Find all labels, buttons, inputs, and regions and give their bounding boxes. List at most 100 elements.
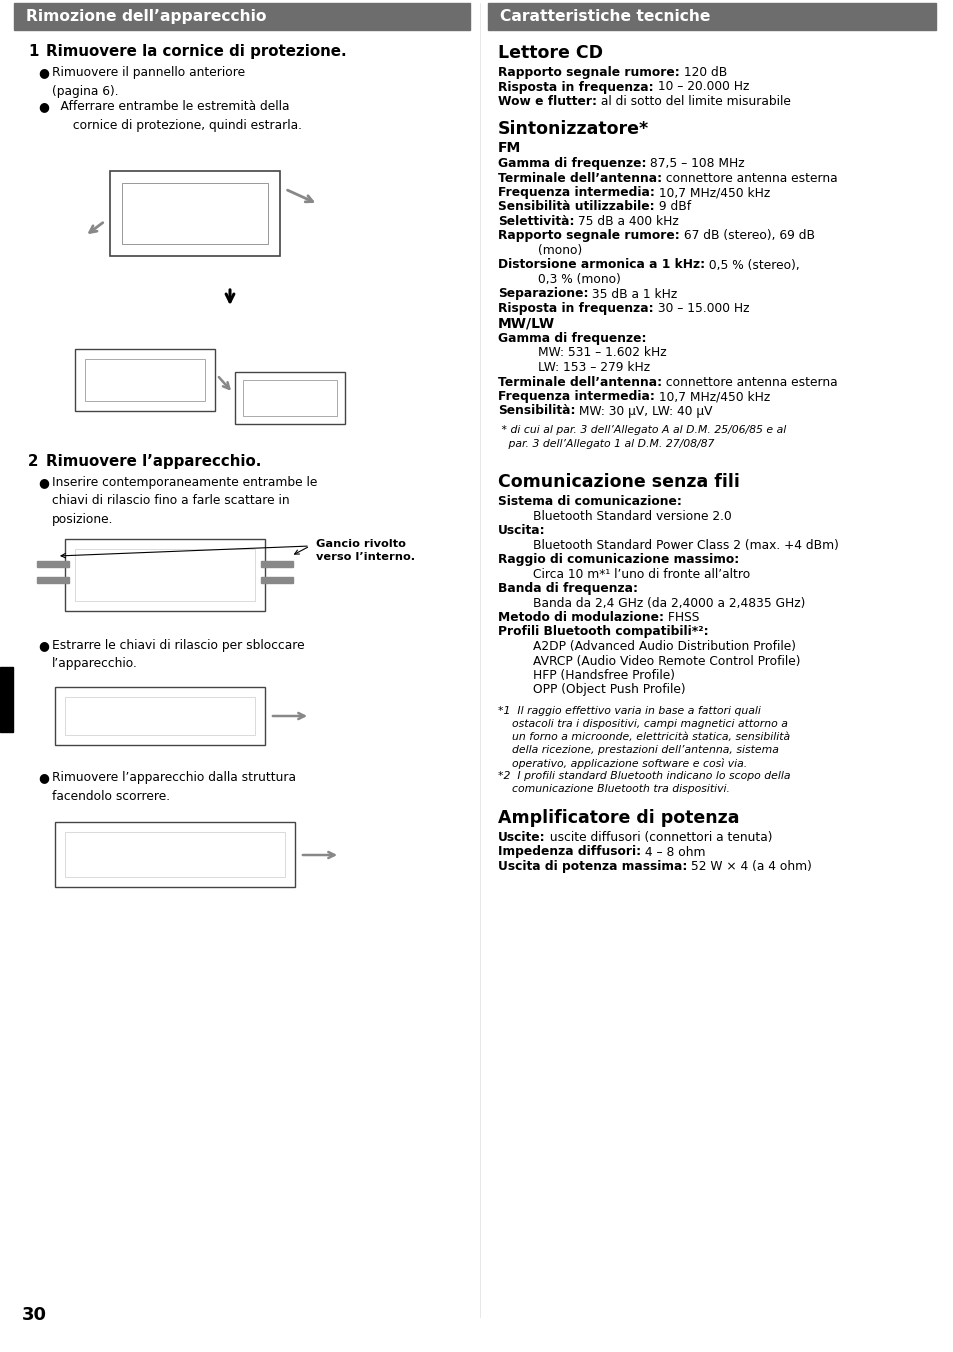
Text: Comunicazione senza fili: Comunicazione senza fili (497, 473, 740, 491)
Bar (55, 687, 265, 745)
Text: MW: 531 – 1.602 kHz: MW: 531 – 1.602 kHz (537, 346, 666, 360)
Text: Sensibilità:: Sensibilità: (497, 404, 575, 418)
Text: della ricezione, prestazioni dell’antenna, sistema: della ricezione, prestazioni dell’antenn… (497, 745, 778, 754)
Text: Caratteristiche tecniche: Caratteristiche tecniche (499, 9, 710, 24)
Text: 1: 1 (28, 45, 38, 59)
Text: Rimuovere il pannello anteriore
(pagina 6).: Rimuovere il pannello anteriore (pagina … (52, 66, 245, 97)
Text: Rimuovere l’apparecchio dalla struttura
facendolo scorrere.: Rimuovere l’apparecchio dalla struttura … (52, 771, 295, 803)
Text: HFP (Handsfree Profile): HFP (Handsfree Profile) (533, 669, 675, 681)
Text: un forno a microonde, elettricità statica, sensibilità: un forno a microonde, elettricità static… (497, 731, 789, 742)
Text: 52 W × 4 (a 4 ohm): 52 W × 4 (a 4 ohm) (687, 860, 811, 873)
Text: 9 dBf: 9 dBf (654, 200, 690, 214)
Text: Raggio di comunicazione massimo:: Raggio di comunicazione massimo: (497, 553, 739, 566)
Bar (65, 698, 254, 735)
Text: 0,3 % (mono): 0,3 % (mono) (537, 273, 620, 287)
Text: Sintonizzatore*: Sintonizzatore* (497, 119, 649, 138)
Bar (0, 667, 13, 731)
Text: Circa 10 m*¹ l’uno di fronte all’altro: Circa 10 m*¹ l’uno di fronte all’altro (533, 568, 749, 580)
Text: uscite diffusori (connettori a tenuta): uscite diffusori (connettori a tenuta) (545, 831, 771, 844)
Text: 0,5 % (stereo),: 0,5 % (stereo), (704, 258, 799, 272)
Text: Rimozione dell’apparecchio: Rimozione dell’apparecchio (26, 9, 266, 24)
Bar (65, 831, 285, 877)
Bar (243, 380, 336, 416)
Text: Bluetooth Standard Power Class 2 (max. +4 dBm): Bluetooth Standard Power Class 2 (max. +… (533, 538, 838, 552)
Text: Inserire contemporaneamente entrambe le
chiavi di rilascio fino a farle scattare: Inserire contemporaneamente entrambe le … (52, 476, 317, 526)
Text: ●: ● (38, 100, 49, 114)
Text: Gamma di frequenze:: Gamma di frequenze: (497, 157, 646, 170)
Text: MW: 30 μV, LW: 40 μV: MW: 30 μV, LW: 40 μV (575, 404, 712, 418)
Text: * di cui al par. 3 dell’Allegato A al D.M. 25/06/85 e al
   par. 3 dell’Allegato: * di cui al par. 3 dell’Allegato A al D.… (497, 425, 785, 449)
Bar (261, 561, 293, 566)
Text: Rimuovere l’apparecchio.: Rimuovere l’apparecchio. (46, 454, 261, 469)
Bar (261, 577, 293, 583)
Text: Lettore CD: Lettore CD (497, 45, 602, 62)
Text: Rimuovere la cornice di protezione.: Rimuovere la cornice di protezione. (46, 45, 346, 59)
Text: 30: 30 (22, 1306, 47, 1324)
Text: ●: ● (38, 66, 49, 78)
Text: Terminale dell’antenna:: Terminale dell’antenna: (497, 376, 661, 388)
Text: ●: ● (38, 476, 49, 489)
Text: Afferrare entrambe le estremità della
         cornice di protezione, quindi est: Afferrare entrambe le estremità della co… (38, 100, 302, 131)
Text: Risposta in frequenza:: Risposta in frequenza: (497, 81, 653, 93)
Text: ●: ● (38, 771, 49, 784)
Text: Rapporto segnale rumore:: Rapporto segnale rumore: (497, 230, 679, 242)
Bar (37, 577, 69, 583)
Text: Distorsione armonica a 1 kHz:: Distorsione armonica a 1 kHz: (497, 258, 704, 272)
Bar (75, 549, 254, 602)
Text: comunicazione Bluetooth tra dispositivi.: comunicazione Bluetooth tra dispositivi. (497, 784, 729, 794)
Text: 10 – 20.000 Hz: 10 – 20.000 Hz (653, 81, 748, 93)
Bar (75, 349, 214, 411)
Bar (234, 372, 345, 425)
Text: 2: 2 (28, 454, 38, 469)
Text: Selettività:: Selettività: (497, 215, 574, 228)
Text: (mono): (mono) (537, 243, 581, 257)
Text: connettore antenna esterna: connettore antenna esterna (661, 172, 837, 184)
Text: Separazione:: Separazione: (497, 288, 588, 300)
Text: Uscita di potenza massima:: Uscita di potenza massima: (497, 860, 687, 873)
Text: Rapporto segnale rumore:: Rapporto segnale rumore: (497, 66, 679, 78)
Text: 10,7 MHz/450 kHz: 10,7 MHz/450 kHz (654, 187, 769, 199)
Bar (85, 360, 205, 402)
Text: 87,5 – 108 MHz: 87,5 – 108 MHz (646, 157, 744, 170)
Text: *1  Il raggio effettivo varia in base a fattori quali: *1 Il raggio effettivo varia in base a f… (497, 706, 760, 717)
Text: LW: 153 – 279 kHz: LW: 153 – 279 kHz (537, 361, 649, 375)
Text: FHSS: FHSS (663, 611, 699, 625)
Text: connettore antenna esterna: connettore antenna esterna (661, 376, 837, 388)
Text: Gancio rivolto
verso l’interno.: Gancio rivolto verso l’interno. (315, 539, 415, 562)
Text: 4 – 8 ohm: 4 – 8 ohm (640, 845, 705, 859)
Text: 35 dB a 1 kHz: 35 dB a 1 kHz (588, 288, 677, 300)
Text: Uscita:: Uscita: (497, 525, 545, 537)
Text: Estrarre le chiavi di rilascio per sbloccare
l’apparecchio.: Estrarre le chiavi di rilascio per sbloc… (52, 639, 304, 671)
Bar (122, 183, 268, 243)
Text: ●: ● (38, 639, 49, 652)
Bar (488, 3, 935, 30)
Text: Sistema di comunicazione:: Sistema di comunicazione: (497, 495, 681, 508)
Text: operativo, applicazione software e così via.: operativo, applicazione software e così … (497, 758, 746, 769)
Bar (37, 561, 69, 566)
Text: Gamma di frequenze:: Gamma di frequenze: (497, 333, 646, 345)
Text: 30 – 15.000 Hz: 30 – 15.000 Hz (653, 301, 748, 315)
Text: A2DP (Advanced Audio Distribution Profile): A2DP (Advanced Audio Distribution Profil… (533, 639, 795, 653)
Text: Uscite:: Uscite: (497, 831, 545, 844)
Text: Metodo di modulazione:: Metodo di modulazione: (497, 611, 663, 625)
Text: Bluetooth Standard versione 2.0: Bluetooth Standard versione 2.0 (533, 510, 731, 522)
Text: ostacoli tra i dispositivi, campi magnetici attorno a: ostacoli tra i dispositivi, campi magnet… (497, 719, 787, 729)
Text: OPP (Object Push Profile): OPP (Object Push Profile) (533, 684, 685, 696)
Text: Terminale dell’antenna:: Terminale dell’antenna: (497, 172, 661, 184)
Text: Risposta in frequenza:: Risposta in frequenza: (497, 301, 653, 315)
Text: Profili Bluetooth compatibili*²:: Profili Bluetooth compatibili*²: (497, 626, 708, 638)
Text: 67 dB (stereo), 69 dB: 67 dB (stereo), 69 dB (679, 230, 814, 242)
Text: Wow e flutter:: Wow e flutter: (497, 95, 597, 108)
Text: Banda di frequenza:: Banda di frequenza: (497, 581, 638, 595)
Text: al di sotto del limite misurabile: al di sotto del limite misurabile (597, 95, 790, 108)
Bar (55, 822, 294, 887)
Text: Impedenza diffusori:: Impedenza diffusori: (497, 845, 640, 859)
Text: 75 dB a 400 kHz: 75 dB a 400 kHz (574, 215, 679, 228)
Bar (14, 3, 470, 30)
Bar (110, 170, 280, 256)
Bar (65, 539, 265, 611)
Text: MW/LW: MW/LW (497, 316, 555, 330)
Text: Sensibilità utilizzabile:: Sensibilità utilizzabile: (497, 200, 654, 214)
Text: *2  I profili standard Bluetooth indicano lo scopo della: *2 I profili standard Bluetooth indicano… (497, 771, 790, 781)
Text: Frequenza intermedia:: Frequenza intermedia: (497, 187, 654, 199)
